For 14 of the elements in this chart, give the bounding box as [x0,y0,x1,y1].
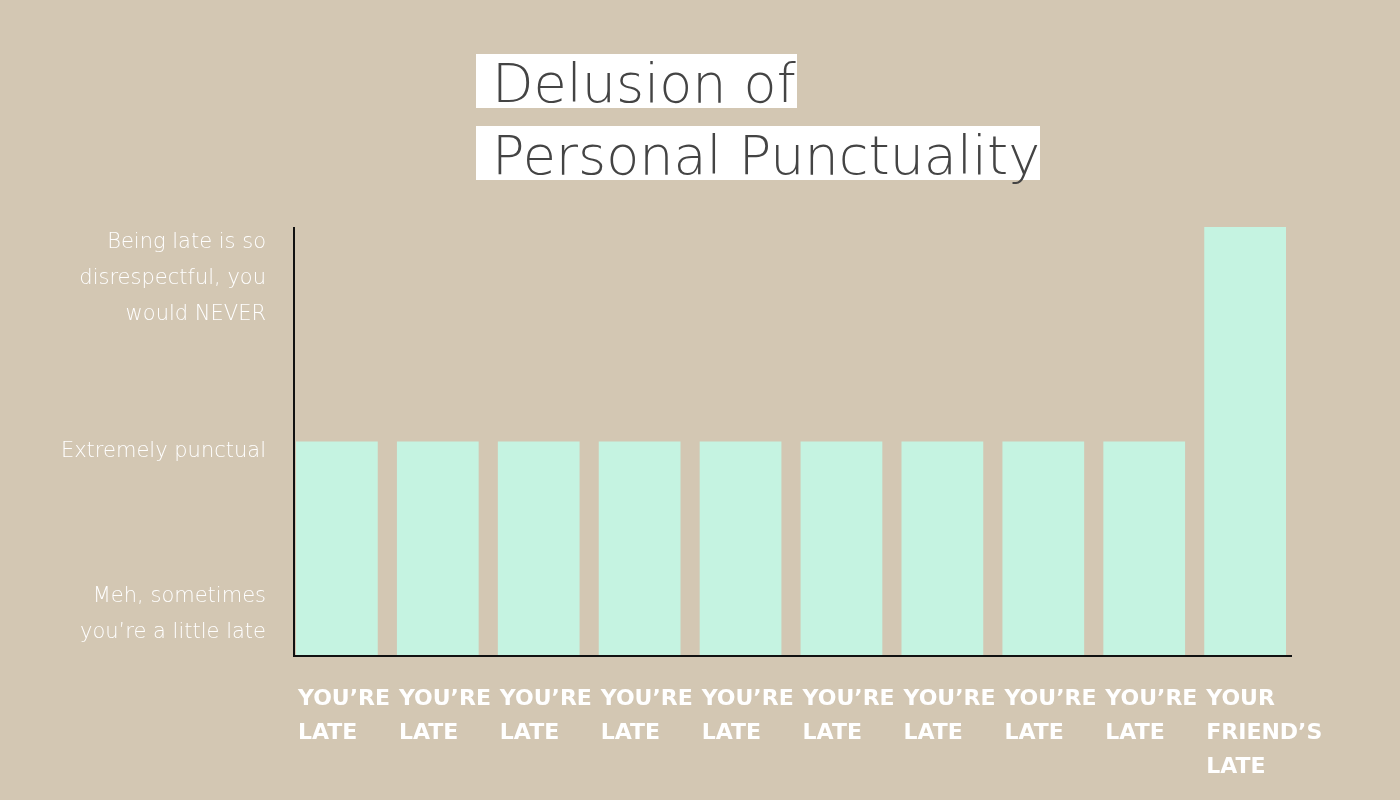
x-tick-label: YOU’RE LATE [297,685,391,744]
x-tick-label: YOU’RE LATE [801,685,895,744]
x-tick-label: YOU’RE LATE [700,685,794,744]
x-tick-label: YOU’RE LATE [397,685,491,744]
x-tick-label: YOUR FRIEND’S LATE [1205,685,1323,778]
text: Meh, sometimes you’re a little late [80,583,266,643]
x-tick-label: YOU’RE LATE [1104,685,1198,744]
chart-title: Delusion of Personal Punctuality [492,52,1041,187]
x-tick-label: YOU’RE LATE [1003,685,1097,744]
x-tick-label: YOU’RE LATE [902,685,996,744]
text: Being late is so disrespectful, you would NEVER [79,229,266,325]
x-tick-label: YOU’RE LATE [599,685,693,744]
text: Extremely punctual [60,438,266,462]
x-tick-label: YOU’RE LATE [498,685,592,744]
